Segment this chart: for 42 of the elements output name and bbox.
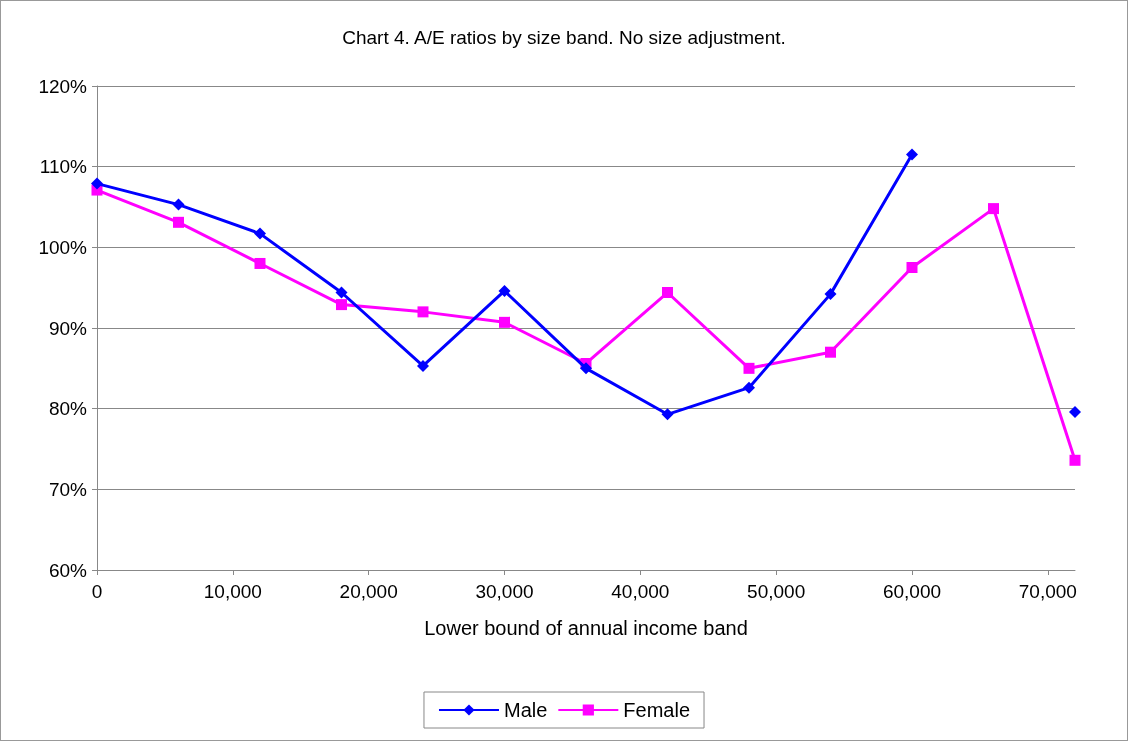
point bbox=[906, 148, 918, 161]
x-tick-label: 40,000 bbox=[611, 581, 670, 602]
point bbox=[336, 299, 347, 311]
point bbox=[661, 408, 674, 421]
x-tick-label: 70,000 bbox=[1018, 581, 1077, 602]
point bbox=[417, 359, 429, 372]
point bbox=[580, 362, 592, 375]
point bbox=[335, 286, 348, 299]
y-tick-label: 120% bbox=[38, 75, 88, 97]
y-tick-label: 60% bbox=[48, 559, 88, 581]
point bbox=[1069, 454, 1081, 466]
point bbox=[254, 227, 266, 240]
point bbox=[662, 287, 673, 299]
point bbox=[498, 284, 511, 297]
point bbox=[417, 306, 429, 318]
point bbox=[173, 216, 184, 228]
x-tick-label: 10,000 bbox=[203, 581, 262, 602]
x-tick-label: 60,000 bbox=[882, 581, 942, 602]
point bbox=[824, 288, 837, 301]
y-tick-label: 80% bbox=[48, 398, 88, 420]
x-tick-label: 20,000 bbox=[339, 581, 398, 602]
x-tick-label: 0 bbox=[91, 581, 103, 602]
x-axis-title: Lower bound of annual income band bbox=[424, 617, 748, 639]
legend-label: Female bbox=[623, 699, 691, 721]
point bbox=[1069, 405, 1081, 418]
y-tick-label: 70% bbox=[48, 478, 88, 500]
point bbox=[254, 257, 266, 269]
point bbox=[825, 346, 836, 358]
point bbox=[172, 198, 185, 211]
point bbox=[91, 177, 103, 190]
legend-label: Male bbox=[503, 699, 548, 721]
x-tick-label: 30,000 bbox=[475, 581, 534, 602]
point bbox=[906, 262, 918, 273]
chart-title: Chart 4. A/E ratios by size band. No size adjustment. bbox=[342, 27, 786, 48]
point bbox=[743, 381, 755, 394]
y-tick-label: 100% bbox=[38, 236, 88, 258]
point bbox=[743, 362, 755, 374]
y-tick-label: 110% bbox=[39, 156, 88, 178]
x-tick-label: 50,000 bbox=[747, 581, 806, 602]
point bbox=[988, 203, 999, 215]
point bbox=[499, 316, 510, 328]
y-tick-label: 90% bbox=[48, 317, 88, 339]
